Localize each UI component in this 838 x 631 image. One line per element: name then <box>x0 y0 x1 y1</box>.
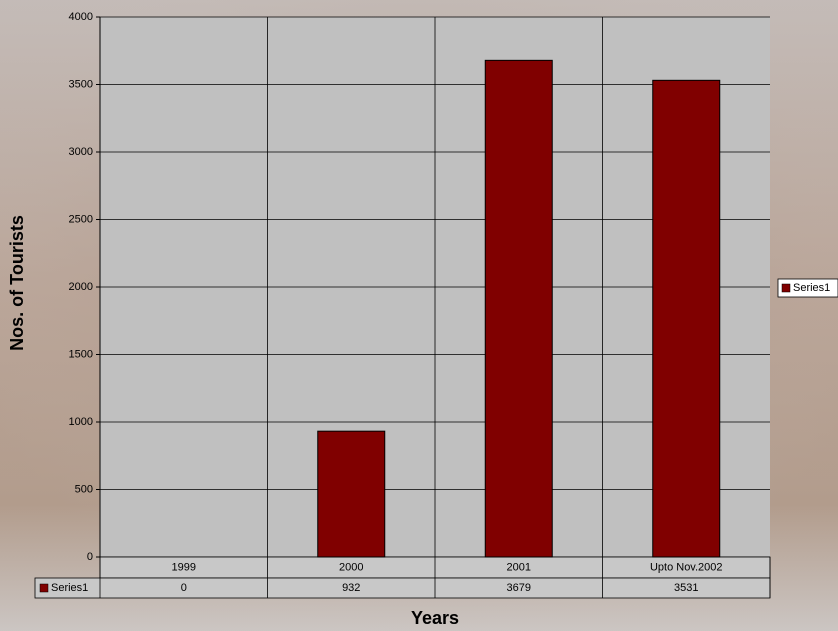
bar <box>484 59 553 558</box>
data-table-value: 0 <box>181 582 187 594</box>
data-table-value: 3531 <box>674 582 698 594</box>
data-table-value: 932 <box>342 582 360 594</box>
y-tick-label: 500 <box>75 483 93 495</box>
y-tick-label: 1500 <box>69 348 93 360</box>
x-axis-title: Years <box>411 608 459 628</box>
bar <box>317 430 386 558</box>
y-tick-label: 1000 <box>69 416 93 428</box>
y-tick-label: 3000 <box>69 146 93 158</box>
legend-key <box>781 283 791 293</box>
data-table-value: 3679 <box>507 582 531 594</box>
data-table-key <box>39 583 49 593</box>
y-tick-label: 0 <box>87 551 93 563</box>
x-tick-label: 1999 <box>172 561 196 573</box>
data-table-series-name: Series1 <box>51 582 88 594</box>
x-tick-label: 2000 <box>339 561 363 573</box>
y-tick-label: 2000 <box>69 281 93 293</box>
bar <box>652 79 721 558</box>
x-tick-label: 2001 <box>507 561 531 573</box>
legend-label: Series1 <box>793 282 830 294</box>
y-tick-label: 4000 <box>69 11 93 23</box>
x-tick-label: Upto Nov.2002 <box>650 561 723 573</box>
legend-box <box>777 278 838 298</box>
y-tick-label: 3500 <box>69 78 93 90</box>
y-axis-title: Nos. of Tourists <box>7 215 27 351</box>
y-tick-label: 2500 <box>69 213 93 225</box>
data-table-row <box>34 577 771 599</box>
